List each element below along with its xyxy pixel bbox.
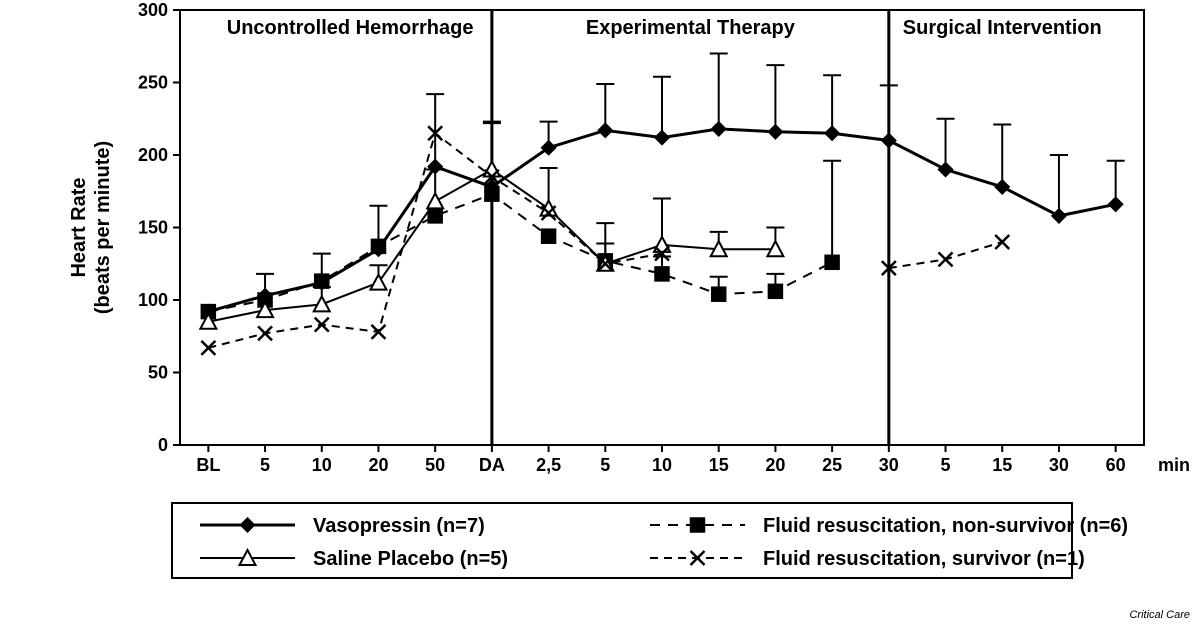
legend-label: Fluid resuscitation, survivor (n=1)	[763, 548, 1085, 570]
data-marker	[768, 125, 782, 139]
data-marker	[1109, 197, 1123, 211]
y-tick-label: 0	[158, 435, 168, 455]
x-tick-label: DA	[479, 455, 505, 475]
legend-label: Vasopressin (n=7)	[313, 515, 485, 537]
y-tick-label: 100	[138, 290, 168, 310]
data-marker	[655, 131, 669, 145]
y-axis-title: Heart Rate(beats per minute)	[68, 141, 114, 314]
section-label: Experimental Therapy	[586, 17, 796, 39]
data-marker	[598, 123, 612, 137]
data-marker	[370, 275, 386, 290]
data-marker	[825, 126, 839, 140]
data-marker	[485, 187, 499, 201]
legend-entry: Vasopressin (n=7)	[200, 515, 485, 537]
x-tick-label: 15	[992, 455, 1012, 475]
y-tick-label: 250	[138, 73, 168, 93]
data-marker	[1052, 209, 1066, 223]
section-label: Uncontrolled Hemorrhage	[227, 17, 474, 39]
data-marker	[939, 252, 953, 266]
x-tick-label: 30	[879, 455, 899, 475]
y-tick-label: 200	[138, 145, 168, 165]
legend-label: Saline Placebo (n=5)	[313, 548, 508, 570]
x-tick-label: 5	[600, 455, 610, 475]
data-marker	[768, 284, 782, 298]
legend-label: Fluid resuscitation, non-survivor (n=6)	[763, 515, 1128, 537]
x-tick-label: 50	[425, 455, 445, 475]
x-tick-label: BL	[196, 455, 220, 475]
x-tick-label: 15	[709, 455, 729, 475]
data-marker	[542, 229, 556, 243]
x-tick-label: 20	[765, 455, 785, 475]
data-marker	[201, 341, 215, 355]
x-tick-label: 20	[368, 455, 388, 475]
data-marker	[825, 255, 839, 269]
data-marker	[712, 122, 726, 136]
data-marker	[995, 235, 1009, 249]
legend-entry: Fluid resuscitation, non-survivor (n=6)	[650, 515, 1128, 537]
section-label: Surgical Intervention	[903, 17, 1102, 39]
y-tick-label: 50	[148, 363, 168, 383]
chart-container: 0 50 100 150 200 250 300 BL 5 10 20 50 DA 2,5 5 10 15 20 2…	[0, 0, 1200, 626]
x-tick-label: 5	[260, 455, 270, 475]
series-line	[208, 194, 832, 311]
legend-entry: Saline Placebo (n=5)	[200, 548, 508, 570]
data-marker	[315, 318, 329, 332]
x-tick-label: 60	[1106, 455, 1126, 475]
data-marker	[371, 239, 385, 253]
x-tick-label: 30	[1049, 455, 1069, 475]
data-marker	[882, 134, 896, 148]
x-tick-label: 10	[312, 455, 332, 475]
data-marker	[939, 163, 953, 177]
x-tick-label: 25	[822, 455, 842, 475]
y-tick-label: 300	[138, 0, 168, 20]
credit-label: Critical Care	[1129, 609, 1190, 621]
data-marker	[428, 209, 442, 223]
legend-entry: Fluid resuscitation, survivor (n=1)	[650, 548, 1085, 570]
data-marker	[712, 287, 726, 301]
x-tick-label: 10	[652, 455, 672, 475]
data-marker	[484, 162, 500, 177]
heart-rate-line-chart: 0 50 100 150 200 250 300 BL 5 10 20 50 DA 2,5 5 10 15 20 2…	[0, 0, 1200, 626]
x-tick-label: 2,5	[536, 455, 561, 475]
x-tick-label: 5	[941, 455, 951, 475]
series	[201, 161, 841, 319]
data-marker	[995, 180, 1009, 194]
x-axis-unit: min	[1158, 455, 1190, 475]
y-tick-label: 150	[138, 218, 168, 238]
data-marker	[314, 296, 330, 311]
data-marker	[655, 267, 669, 281]
data-marker	[427, 193, 443, 208]
